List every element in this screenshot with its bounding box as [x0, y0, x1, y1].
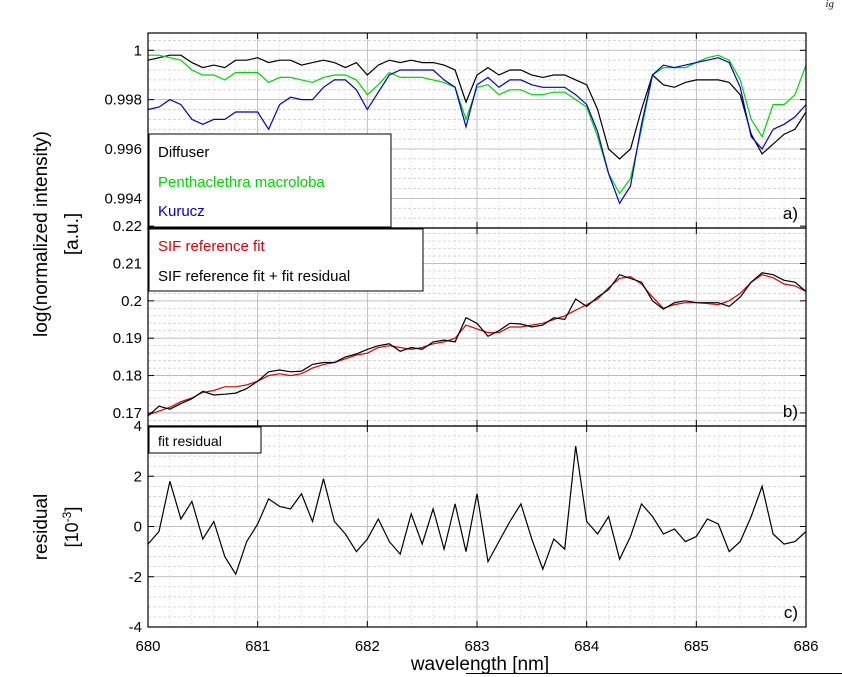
x-axis-label: wavelength [nm]	[410, 654, 549, 675]
page-header-fragment: ig	[825, 0, 834, 10]
unit-close: ]	[62, 507, 82, 512]
panel-b: 0.17 0.18 0.19 0.2 0.21 0.22 SIF reference fit…	[113, 218, 807, 427]
y-tick-label: 0.17	[113, 405, 142, 422]
panel-label: a)	[783, 204, 798, 223]
y-tick-label: 0.18	[113, 368, 142, 385]
legend-entry: SIF reference fit	[158, 238, 266, 255]
x-tick-label: 681	[245, 638, 270, 655]
x-tick-label: 686	[793, 638, 818, 655]
panel-label: b)	[783, 402, 798, 421]
y-tick-label: 4	[134, 418, 142, 435]
y-tick-label: 0.996	[104, 141, 142, 158]
y-tick-label: -2	[129, 569, 142, 586]
x-tick-label: 682	[355, 638, 380, 655]
legend-entry: SIF reference fit + fit residual	[158, 268, 350, 285]
y-tick-label: 0.21	[113, 255, 142, 272]
y-tick-label: 0.22	[113, 218, 142, 235]
panel-label: c)	[784, 603, 798, 622]
legend-entry: Kurucz	[158, 203, 205, 220]
x-tick-label: 683	[464, 638, 489, 655]
y-axis-label-c: residual	[31, 494, 52, 561]
y-tick-label: 2	[134, 468, 142, 485]
panel-c: -4 -2 0 2 4 fit residual c)	[129, 418, 807, 636]
legend-box	[148, 133, 392, 228]
panel-a: 0.994 0.996 0.998 1 Diffuser Penthaclethra ma…	[104, 32, 807, 229]
y-tick-label: 0.994	[104, 190, 142, 207]
series-line-c-0	[147, 446, 807, 576]
legend-entry: Diffuser	[158, 144, 209, 161]
unit-base: [10	[62, 522, 82, 547]
unit-exponent: -3	[60, 511, 74, 522]
series-line-a-0	[147, 54, 807, 160]
legend-entry: fit residual	[158, 433, 222, 449]
y-axis-label-ab-unit: [a.u.]	[62, 213, 83, 255]
footer-rule	[466, 673, 842, 674]
x-tick-label: 685	[684, 638, 709, 655]
y-tick-label: 0.998	[104, 92, 142, 109]
y-axis-label-c-unit: [10-3]	[60, 507, 82, 548]
x-tick-label: 684	[574, 638, 599, 655]
y-tick-label: 0.2	[121, 293, 142, 310]
series-line-a-2	[147, 57, 807, 205]
y-tick-label: 1	[134, 42, 142, 59]
series-line-b-1	[147, 272, 807, 417]
legend-entry: Penthaclethra macroloba	[158, 174, 325, 191]
y-tick-label: -4	[129, 619, 142, 636]
y-tick-label: 0.19	[113, 330, 142, 347]
y-tick-label: 0	[134, 519, 142, 536]
legend-box	[148, 228, 424, 292]
y-axis-label-ab: log(normalized intensity)	[31, 131, 52, 337]
x-tick-label: 680	[135, 638, 160, 655]
legend-box	[148, 426, 262, 454]
